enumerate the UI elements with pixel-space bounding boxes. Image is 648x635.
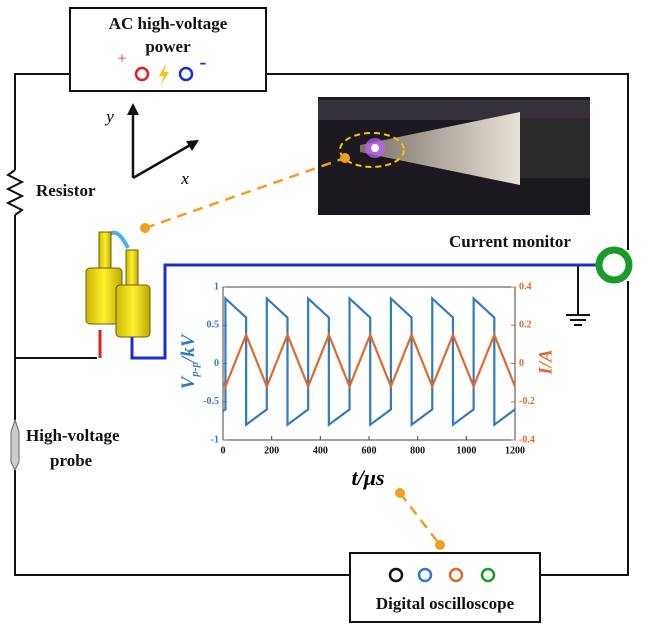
y2-tick-label: 0.2 xyxy=(519,320,532,331)
terminal xyxy=(180,68,192,80)
x-tick-label: 200 xyxy=(264,445,279,456)
power-label: power xyxy=(145,37,191,56)
x-axis-title: t/μs xyxy=(351,465,384,490)
discharge-photo xyxy=(318,97,590,215)
y-axis-title: Vp-p/kV xyxy=(178,333,200,389)
minus-sign: - xyxy=(200,52,207,74)
channel xyxy=(390,569,402,581)
y-tick-label: 0 xyxy=(214,358,219,369)
axis-x-label: x xyxy=(180,169,189,188)
arrow-head xyxy=(127,103,139,115)
y2-tick-label: 0 xyxy=(519,358,524,369)
resistor-label: Resistor xyxy=(36,181,96,200)
probes xyxy=(86,232,150,337)
diagram: AC high-voltage power + - y x Resistor C… xyxy=(0,0,648,630)
probe-label: probe xyxy=(50,451,93,470)
y-tick-label: -0.5 xyxy=(203,396,219,407)
x-tick-label: 600 xyxy=(362,445,377,456)
x-tick-label: 800 xyxy=(410,445,425,456)
terminal xyxy=(136,68,148,80)
x-tick-label: 1000 xyxy=(456,445,476,456)
x-tick-label: 1200 xyxy=(505,445,525,456)
y-tick-label: 0.5 xyxy=(207,320,220,331)
x-tick-label: 0 xyxy=(221,445,226,456)
channel xyxy=(419,569,431,581)
y-axis-title-sub: p-p xyxy=(189,362,201,378)
y-tick-label: -1 xyxy=(211,434,219,445)
y-tick-label: 1 xyxy=(214,281,219,292)
probe-label: High-voltage xyxy=(26,426,120,445)
channel xyxy=(450,569,462,581)
hv-probe xyxy=(11,420,19,470)
power-label: AC high-voltage xyxy=(109,14,228,33)
y2-tick-label: 0.4 xyxy=(519,281,532,292)
current-monitor xyxy=(599,250,629,280)
oscilloscope-label: Digital oscilloscope xyxy=(376,594,515,613)
axis-y-label: y xyxy=(104,107,114,126)
x-tick-label: 400 xyxy=(313,445,328,456)
current-monitor-label: Current monitor xyxy=(449,232,571,251)
y-axis-title-unit: /kV xyxy=(178,333,199,364)
y2-tick-label: -0.2 xyxy=(519,396,535,407)
y2-tick-label: -0.4 xyxy=(519,434,535,445)
y2-axis-title: I/A xyxy=(535,349,556,375)
plus-sign: + xyxy=(117,51,126,68)
channel xyxy=(482,569,494,581)
